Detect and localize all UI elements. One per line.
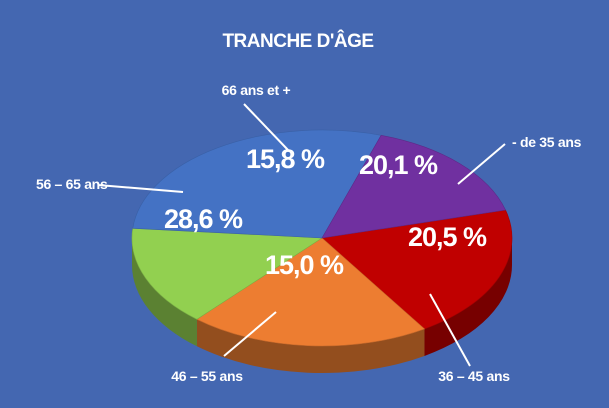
percent-label-1: 20,5 % [408, 222, 487, 252]
category-label-3: 56 – 65 ans [36, 176, 108, 192]
pie-slices [131, 129, 513, 347]
percent-label-0: 20,1 % [359, 150, 438, 180]
percent-label-2: 15,0 % [265, 250, 344, 280]
pie-side-1 [196, 319, 425, 373]
pie-slice-1 [196, 237, 426, 347]
percent-label-3: 28,6 % [164, 204, 243, 234]
percent-labels: 20,1 % 20,5 % 15,0 % 28,6 %15,8 % [164, 144, 488, 280]
pie-slice-3 [132, 129, 382, 239]
pie-side-2 [132, 238, 197, 347]
leader-line-2 [223, 311, 277, 357]
leader-line-3 [97, 184, 184, 193]
pie-slice-4 [321, 135, 506, 239]
percent-label-4: 15,8 % [246, 144, 325, 174]
category-label-2: 46 – 55 ans [171, 368, 243, 384]
category-label-0: - de 35 ans [512, 134, 582, 150]
leader-line-0 [457, 143, 506, 185]
leader-line-4 [243, 103, 289, 151]
pie-sides [132, 238, 512, 373]
category-label-4: 66 ans et + [222, 82, 291, 98]
pie-slice-2 [131, 227, 323, 320]
category-labels: - de 35 ans 36 – 45 ans 46 – 55 ans 56 – 65… [36, 82, 582, 384]
pie-side-0 [424, 238, 512, 356]
leader-line-1 [429, 293, 471, 367]
category-label-1: 36 – 45 ans [438, 368, 510, 384]
leader-lines [97, 103, 506, 367]
chart-title: TRANCHE D'ÂGE [222, 30, 373, 52]
